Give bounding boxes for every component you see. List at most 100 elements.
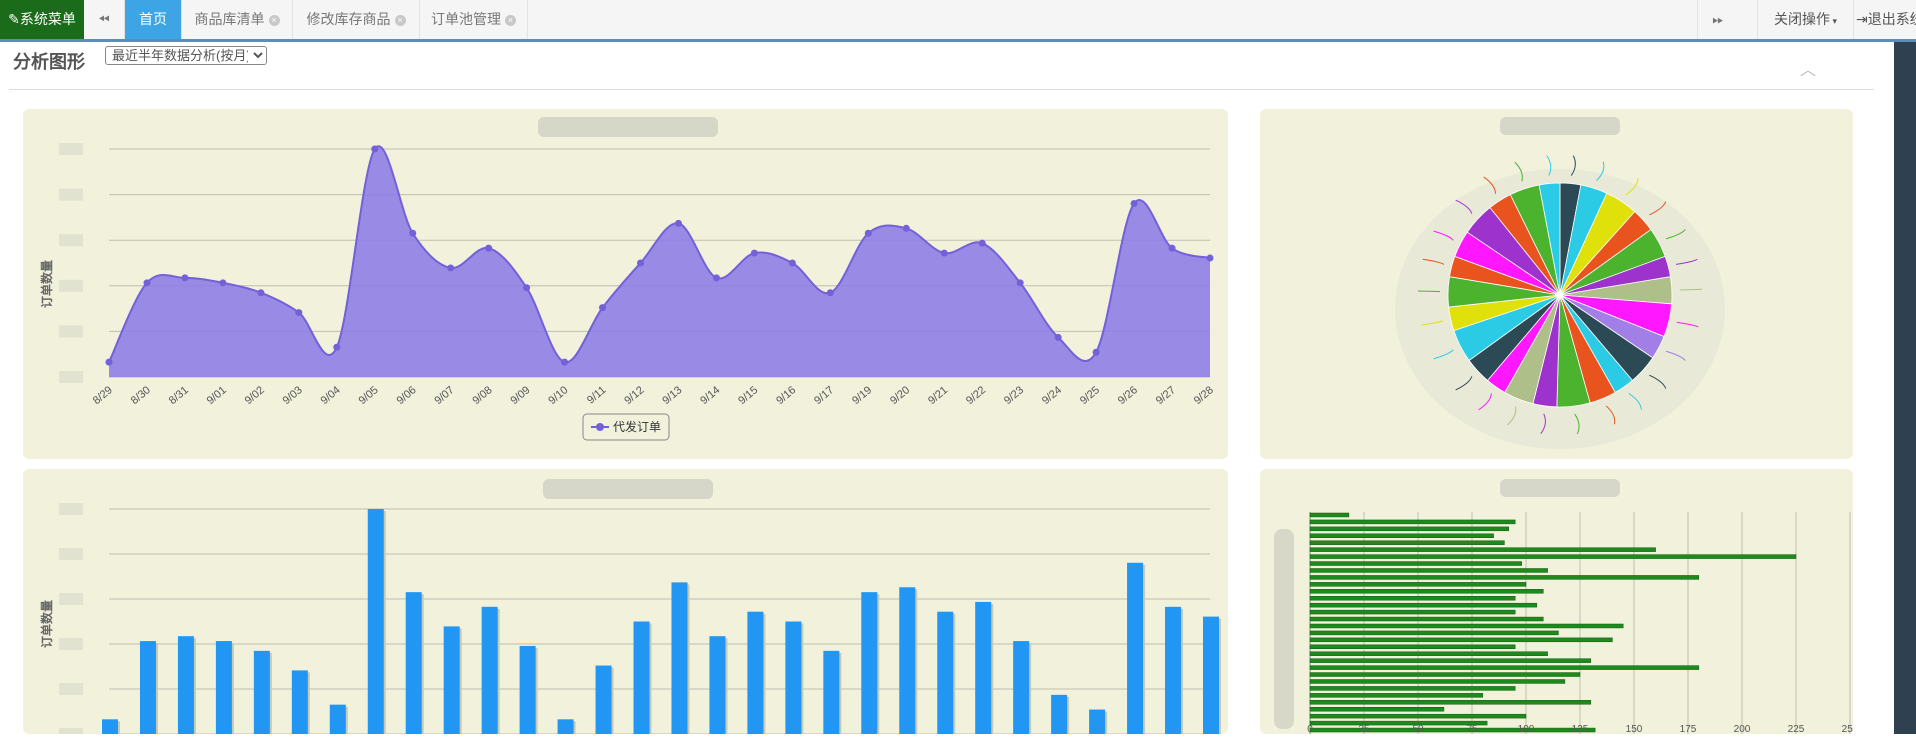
h-bar[interactable]	[1309, 616, 1544, 622]
data-point[interactable]	[1130, 200, 1138, 208]
collapse-chevron-icon[interactable]: ︿	[1800, 62, 1817, 79]
h-bar[interactable]	[1309, 700, 1592, 705]
data-point[interactable]	[1206, 254, 1214, 262]
logout-button[interactable]: ⇥退出系统	[1853, 0, 1916, 39]
h-bar[interactable]	[1309, 554, 1797, 559]
bar[interactable]	[405, 592, 422, 734]
h-bar[interactable]	[1309, 547, 1656, 552]
data-point[interactable]	[295, 309, 303, 317]
data-point[interactable]	[1168, 244, 1176, 252]
h-bar[interactable]	[1309, 630, 1559, 636]
bar[interactable]	[215, 641, 232, 734]
bar[interactable]	[253, 650, 270, 734]
tab-edit-inventory[interactable]: 修改库存商品 ×	[293, 0, 420, 39]
data-point[interactable]	[447, 264, 455, 272]
pie-slice[interactable]	[1538, 182, 1561, 296]
tabs-scroll-left-button[interactable]: ⏪︎	[84, 0, 125, 39]
h-bar[interactable]	[1309, 644, 1516, 649]
bar[interactable]	[785, 621, 802, 735]
h-bar[interactable]	[1309, 561, 1522, 566]
data-point[interactable]	[637, 259, 645, 267]
data-point[interactable]	[1016, 279, 1024, 287]
bar[interactable]	[595, 665, 612, 734]
bar[interactable]	[861, 592, 878, 734]
data-point[interactable]	[219, 279, 227, 287]
h-bar[interactable]	[1309, 658, 1592, 663]
h-bar[interactable]	[1309, 707, 1445, 712]
bar[interactable]	[1203, 616, 1219, 734]
data-point[interactable]	[409, 229, 417, 237]
close-tab-icon[interactable]: ×	[394, 15, 406, 26]
data-point[interactable]	[523, 284, 531, 292]
tab-product-list[interactable]: 商品库清单 ×	[182, 0, 293, 39]
scrollbar[interactable]	[1894, 42, 1916, 734]
bar[interactable]	[633, 621, 650, 735]
tab-order-pool[interactable]: 订单池管理 ×	[420, 0, 528, 39]
bar[interactable]	[1013, 641, 1030, 734]
bar[interactable]	[519, 645, 536, 734]
system-menu-button[interactable]: ✎系统菜单	[0, 0, 84, 39]
data-point[interactable]	[599, 304, 607, 312]
data-point[interactable]	[788, 259, 796, 267]
h-bar[interactable]	[1309, 693, 1484, 698]
h-bar[interactable]	[1309, 596, 1516, 601]
data-point[interactable]	[826, 289, 834, 297]
data-point[interactable]	[978, 239, 986, 247]
data-point[interactable]	[105, 358, 113, 366]
data-point[interactable]	[485, 244, 493, 252]
data-point[interactable]	[902, 224, 910, 232]
data-point[interactable]	[940, 249, 948, 257]
h-bar[interactable]	[1309, 568, 1548, 573]
legend[interactable]: 代发订单	[582, 413, 670, 441]
bar[interactable]	[709, 636, 726, 734]
bar[interactable]	[937, 611, 954, 734]
h-bar[interactable]	[1309, 720, 1488, 726]
bar[interactable]	[747, 611, 764, 734]
h-bar[interactable]	[1309, 665, 1700, 670]
bar[interactable]	[443, 626, 460, 734]
data-point[interactable]	[333, 343, 341, 351]
data-point[interactable]	[712, 274, 720, 282]
data-point[interactable]	[181, 274, 189, 282]
h-bar[interactable]	[1309, 582, 1527, 587]
bar[interactable]	[1127, 562, 1144, 734]
bar[interactable]	[367, 509, 384, 734]
data-point[interactable]	[1092, 348, 1100, 356]
h-bar[interactable]	[1309, 533, 1494, 538]
range-select[interactable]: 最近半年数据分析(按月)	[105, 46, 267, 65]
bar[interactable]	[102, 719, 118, 734]
h-bar[interactable]	[1309, 623, 1624, 629]
bar[interactable]	[1051, 694, 1068, 734]
h-bar[interactable]	[1309, 679, 1566, 684]
h-bar[interactable]	[1309, 651, 1548, 656]
bar[interactable]	[177, 636, 194, 734]
tab-home[interactable]: 首页	[125, 0, 182, 39]
tabs-scroll-right-button[interactable]: ⏩︎	[1697, 0, 1738, 39]
h-bar[interactable]	[1309, 713, 1527, 719]
data-point[interactable]	[674, 219, 682, 227]
h-bar[interactable]	[1309, 686, 1516, 691]
bar[interactable]	[1165, 606, 1182, 734]
h-bar[interactable]	[1309, 512, 1350, 518]
data-point[interactable]	[1054, 333, 1062, 341]
data-point[interactable]	[750, 249, 758, 257]
bar[interactable]	[671, 582, 688, 734]
h-bar[interactable]	[1309, 575, 1700, 580]
bar[interactable]	[139, 641, 156, 734]
bar[interactable]	[899, 587, 916, 734]
h-bar[interactable]	[1309, 526, 1509, 532]
h-bar[interactable]	[1309, 637, 1613, 643]
h-bar[interactable]	[1309, 519, 1516, 525]
h-bar[interactable]	[1309, 672, 1581, 677]
h-bar[interactable]	[1309, 727, 1596, 733]
bar[interactable]	[975, 601, 992, 734]
data-point[interactable]	[561, 358, 569, 366]
h-bar[interactable]	[1309, 609, 1516, 615]
data-point[interactable]	[371, 145, 379, 153]
close-tab-icon[interactable]: ×	[505, 15, 516, 26]
close-tab-icon[interactable]: ×	[268, 15, 280, 26]
data-point[interactable]	[864, 229, 872, 237]
h-bar[interactable]	[1309, 540, 1505, 545]
bar[interactable]	[291, 670, 308, 734]
bar[interactable]	[823, 650, 840, 734]
